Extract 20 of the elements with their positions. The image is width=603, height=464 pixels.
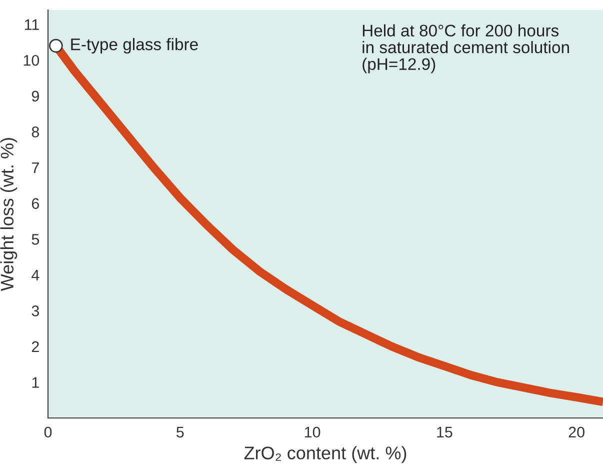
y-axis-title: Weight loss (wt. %) [0,138,18,292]
y-tick-label: 3 [32,306,39,316]
y-tick-label: 9 [32,90,39,102]
y-tick-label: 4 [32,270,40,280]
y-tick-label: 5 [32,234,40,245]
y-tick-label: 7 [32,162,39,174]
y-tick-label: 10 [24,54,40,66]
y-tick-label: 11 [24,19,39,30]
annotation: E-type glass fibre [71,38,198,54]
y-tick-label: 6 [32,198,39,209]
y-tick-label: 1 [32,377,39,388]
x-tick-label: 15 [437,426,452,438]
y-tick-label: 8 [32,126,40,138]
x-tick-label: 0 [44,426,52,438]
annotation: Held at 80°C for 200 hours in saturated cement solution (pH=12.9) [362,24,569,74]
x-tick-label: 20 [568,426,584,438]
y-tick-label: 2 [32,341,39,352]
x-tick-label: 5 [176,426,184,438]
x-axis-title: ZrO₂ content (wt. %) [244,446,406,463]
x-tick-label: 10 [304,426,320,438]
